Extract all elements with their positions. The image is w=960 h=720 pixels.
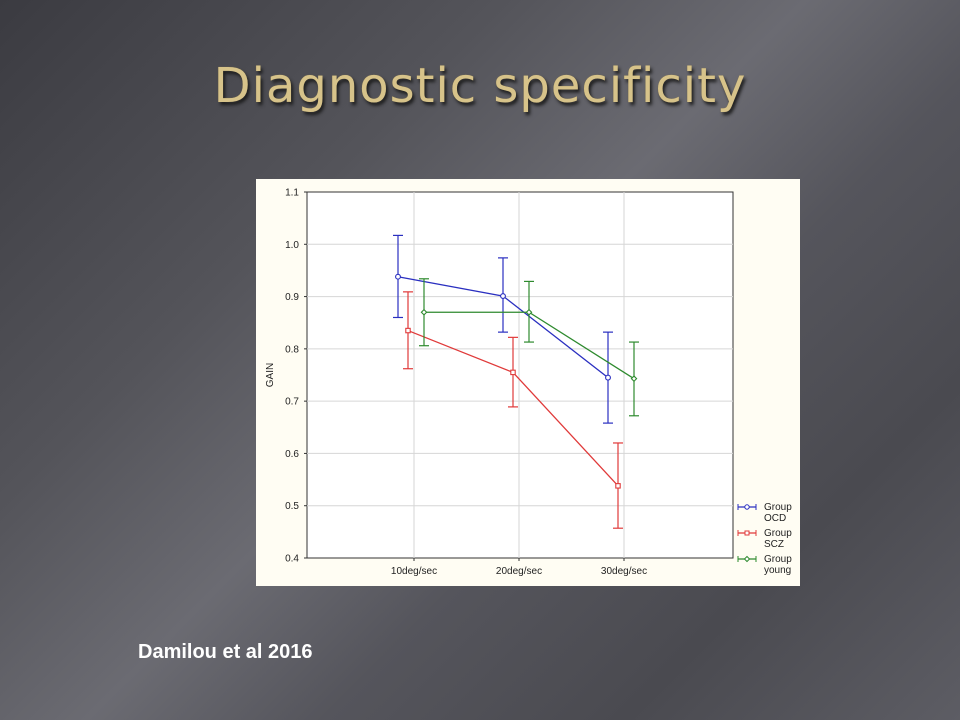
data-point xyxy=(510,369,516,376)
legend-label-line: Group xyxy=(764,554,792,565)
legend-label-line: Group xyxy=(764,528,792,539)
slide-title: Diagnostic specificity xyxy=(213,58,747,114)
data-point xyxy=(405,327,411,334)
y-tick-label: 1.1 xyxy=(285,188,299,199)
data-point xyxy=(500,293,506,299)
data-point xyxy=(605,374,611,381)
citation: Damilou et al 2016 xyxy=(138,641,313,663)
y-tick-label: 0.4 xyxy=(285,554,299,565)
chart-legend: Group OCD Group SCZ Group young xyxy=(737,502,799,580)
legend-label-line: OCD xyxy=(764,513,787,524)
y-tick-label: 0.7 xyxy=(285,397,299,408)
chart-svg: 0.4 0.5 0.6 0.7 0.8 0.9 1.0 1.1 10deg/sec 20deg/s… xyxy=(265,188,734,577)
plot-area xyxy=(306,191,734,559)
chart-figure: 0.4 0.5 0.6 0.7 0.8 0.9 1.0 1.1 10deg/sec 20deg/s… xyxy=(256,179,800,586)
legend-item-scz: Group SCZ xyxy=(737,528,799,554)
legend-item-young: Group young xyxy=(737,554,799,580)
legend-label-line: SCZ xyxy=(764,539,784,550)
legend-label-line: Group xyxy=(764,502,792,513)
y-axis-label: GAIN xyxy=(265,363,276,387)
legend-swatch-ocd xyxy=(737,504,757,510)
legend-swatch-young xyxy=(737,555,757,563)
y-tick-label: 0.8 xyxy=(285,344,299,355)
legend-label-line: young xyxy=(764,565,792,576)
legend-swatch-scz xyxy=(737,530,757,536)
y-tick-label: 1.0 xyxy=(285,240,299,251)
data-point xyxy=(630,375,638,383)
data-point xyxy=(420,308,428,316)
x-tick-label: 30deg/sec xyxy=(601,566,647,577)
legend-item-ocd: Group OCD xyxy=(737,502,799,528)
x-tick-label: 10deg/sec xyxy=(391,566,437,577)
legend-label-young: Group young xyxy=(764,554,800,576)
y-tick-label: 0.5 xyxy=(285,501,299,512)
y-tick-label: 0.6 xyxy=(285,449,299,460)
legend-label-scz: Group SCZ xyxy=(764,528,800,550)
data-point xyxy=(615,483,621,489)
data-point xyxy=(525,308,533,316)
data-point xyxy=(395,273,401,280)
legend-label-ocd: Group OCD xyxy=(764,502,800,524)
y-tick-label: 0.9 xyxy=(285,292,299,303)
x-tick-label: 20deg/sec xyxy=(496,566,542,577)
